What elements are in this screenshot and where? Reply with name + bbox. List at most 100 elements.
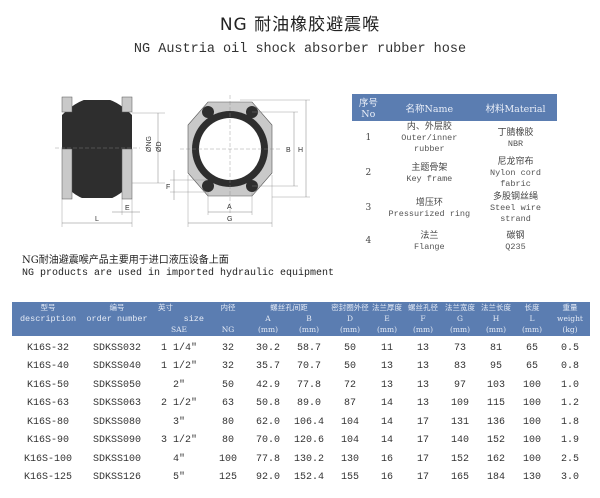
materials-header-name: 名称Name [384,94,474,121]
hdr-w-unit: (kg) [550,324,590,336]
cell-g: 165 [450,472,469,484]
cell-description: K16S-125 [23,472,72,484]
cell-weight: 1.0 [560,379,579,391]
cell-order-number: SDKSS080 [92,416,141,428]
cell-a: 92.0 [255,472,280,484]
hdr-w-cn: 重量 [550,302,590,314]
cell-ng: 80 [221,435,234,447]
side-view: ØNG ØD E L [55,96,165,227]
cell-size: 5" [172,472,185,484]
cell-d: 72 [343,379,356,391]
cell-h: 115 [486,398,505,410]
cell-a: 70.0 [255,435,280,447]
cell-f: 17 [416,416,429,428]
cell-g: 131 [450,416,469,428]
hdr-a: A [248,314,288,324]
label-b: B [286,147,291,154]
material-cn: 丁腈橡胶 [497,127,534,138]
part-name-en: Pressurized ring [388,208,471,219]
cell-a: 62.0 [255,416,280,428]
part-name-cn: 主题骨架 [411,162,448,173]
material-no: 2 [365,168,372,178]
usage-note-cn: NG耐油避震喉产品主要用于进口液压设备上面 [22,255,229,266]
part-name-en: Key frame [406,173,453,184]
cell-description: K16S-100 [23,453,72,465]
cell-order-number: SDKSS032 [92,342,141,354]
cell-description: K16S-32 [26,342,69,354]
cell-l: 100 [522,398,541,410]
hdr-h-cn: 法兰长度 [478,302,514,314]
cell-e: 11 [380,342,393,354]
hdr-unit-h: (mm) [478,324,514,336]
hdr-unit-e: (mm) [370,324,404,336]
hdr-l-cn: 长度 [514,302,550,314]
hdr-unit-b: (mm) [288,324,330,336]
material-cn: 碳钢 [506,230,525,241]
cell-weight: 3.0 [560,472,579,484]
cell-b: 89.0 [296,398,321,410]
cell-description: K16S-63 [26,398,69,410]
usage-note-en: NG products are used in imported hydraul… [22,268,335,279]
table-row: K16S-50 SDKSS050 2" 50 42.9 77.8 72 13 13 97 103 10… [12,376,590,395]
product-diagram: ØNG ØD E L A G B H F [55,95,310,227]
hdr-b: B [288,314,330,324]
cell-a: 30.2 [255,342,280,354]
cell-d: 130 [340,453,359,465]
material-type: 多股钢丝绳 Steel wire strand [474,191,557,226]
cell-description: K16S-50 [26,379,69,391]
material-en: Nylon cord fabric [489,168,541,189]
material-part: 内、外层胶 Outer/inner rubber [385,121,474,156]
material-type: 尼龙帘布 Nylon cord fabric [474,156,557,191]
cell-a: 35.7 [255,361,280,373]
hdr-unit-l: (mm) [514,324,550,336]
cell-order-number: SDKSS126 [92,472,141,484]
table-row: K16S-32 SDKSS032 1 1/4" 32 30.2 58.7 50 11 13 73 8… [12,336,590,358]
cell-h: 81 [489,342,502,354]
materials-row: 3 增压环 Pressurized ring 多股钢丝绳 Steel wire st… [352,191,557,226]
cell-g: 140 [450,435,469,447]
material-type: 丁腈橡胶 NBR [474,121,557,156]
cell-g: 152 [450,453,469,465]
cell-d: 87 [343,398,356,410]
hdr-desc-cn: 型号 [12,302,84,314]
materials-row: 2 主题骨架 Key frame 尼龙帘布 Nylon cord fabric [352,156,557,191]
cell-order-number: SDKSS100 [92,453,141,465]
materials-row: 1 内、外层胶 Outer/inner rubber 丁腈橡胶 NBR [352,121,557,156]
cell-h: 103 [486,379,505,391]
cell-l: 130 [522,472,541,484]
hdr-unit-f: (mm) [404,324,442,336]
cell-e: 16 [380,472,393,484]
hdr-f-cn: 螺丝孔径 [404,302,442,314]
hdr-order-en: order number [84,314,150,324]
cell-size: 2 1/2" [160,398,197,410]
table-row: K16S-80 SDKSS080 3" 80 62.0 106.4 104 14 17 131 13… [12,413,590,432]
cell-l: 65 [525,342,538,354]
cell-size: 1 1/4" [160,342,197,354]
cell-h: 184 [486,472,505,484]
cell-h: 95 [489,361,502,373]
cell-a: 50.8 [255,398,280,410]
material-type: 碳钢 Q235 [474,226,557,257]
cell-weight: 0.5 [560,342,579,354]
hdr-size-en: size [150,314,208,324]
hdr-d-cn: 密封圈外径 [330,302,370,314]
cell-f: 13 [416,398,429,410]
cell-size: 3 1/2" [160,435,197,447]
hdr-d: D [330,314,370,324]
cell-l: 100 [522,435,541,447]
cell-size: 1 1/2" [160,361,197,373]
cell-h: 136 [486,416,505,428]
hdr-unit-g: (mm) [442,324,478,336]
cell-b: 70.7 [296,361,321,373]
cell-l: 100 [522,453,541,465]
label-f: F [166,184,170,191]
cell-g: 83 [453,361,466,373]
cell-l: 65 [525,361,538,373]
cell-order-number: SDKSS063 [92,398,141,410]
cell-b: 152.4 [293,472,324,484]
material-en: Q235 [505,241,526,252]
hdr-unit-a: (mm) [248,324,288,336]
hdr-g-cn: 法兰宽度 [442,302,478,314]
cell-weight: 2.5 [560,453,579,465]
cell-d: 50 [343,361,356,373]
